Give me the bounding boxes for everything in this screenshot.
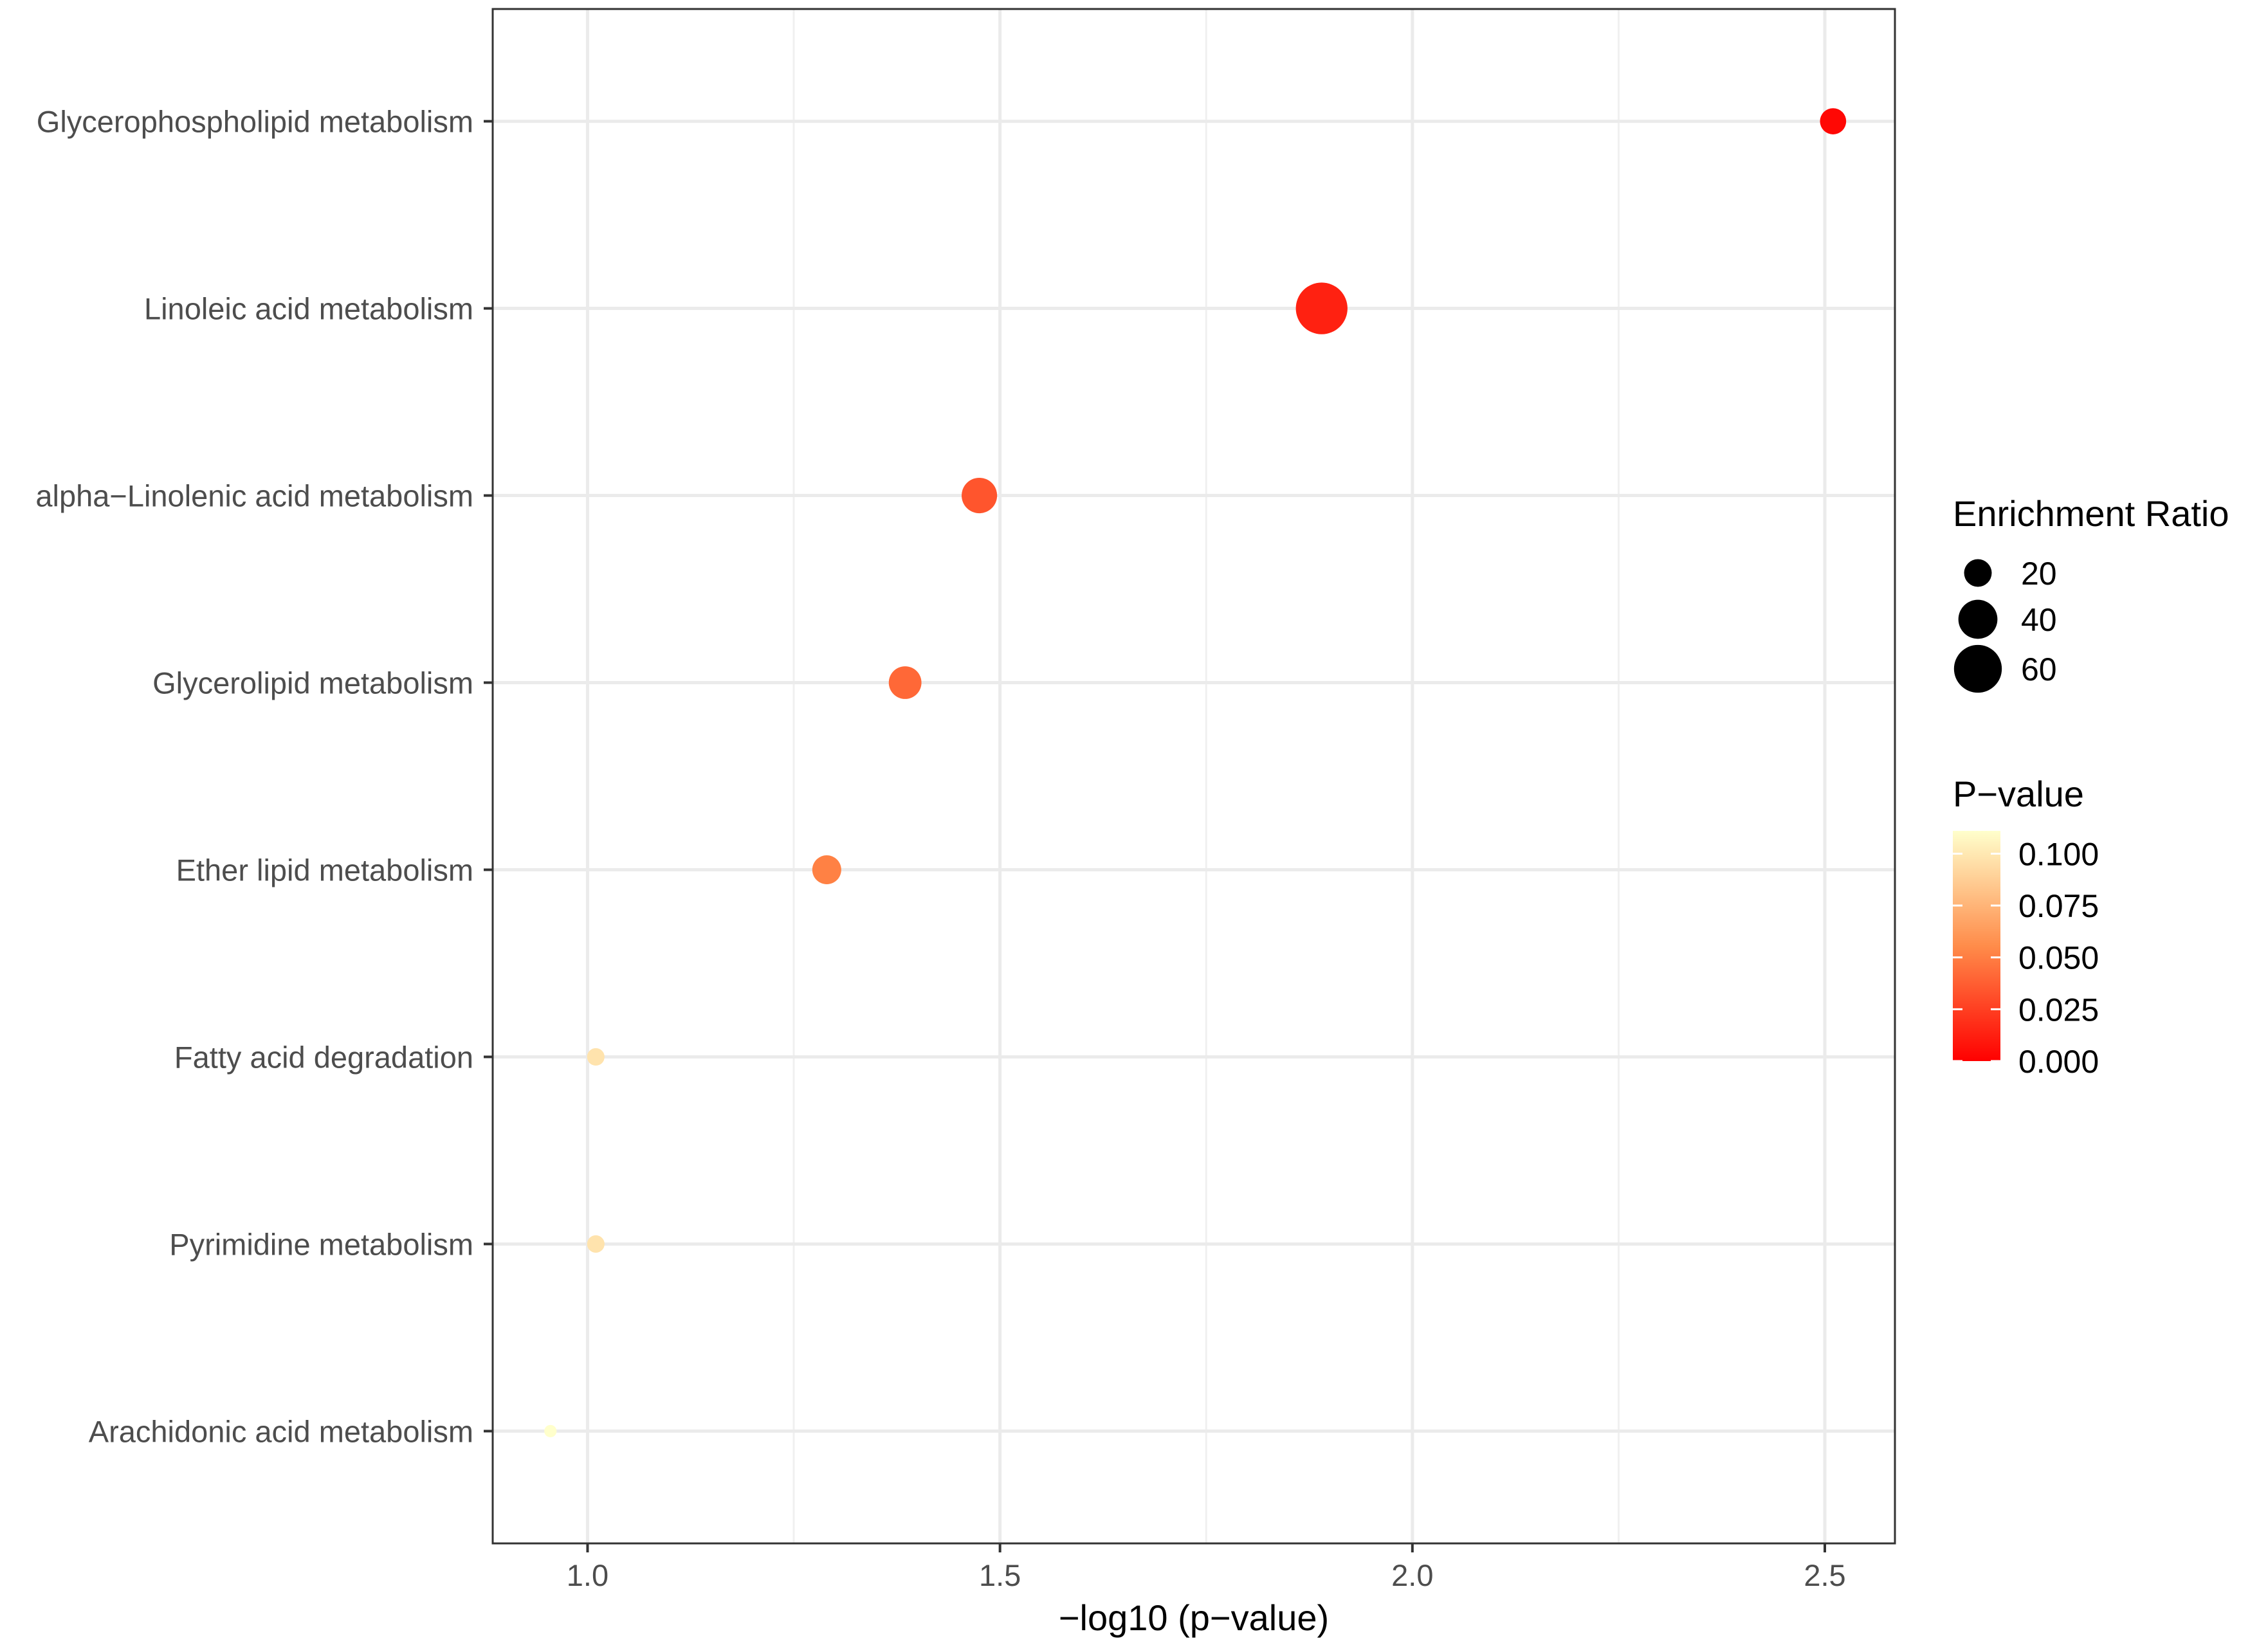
color-legend: P−value 0.100 0.075 0.050 0.025 0.000	[1953, 774, 2099, 1080]
size-legend-key	[1964, 559, 1992, 587]
y-tick-label: Linoleic acid metabolism	[144, 292, 473, 326]
x-tick-label: 1.0	[567, 1558, 608, 1592]
y-axis: Glycerophospholipid metabolism Linoleic a…	[35, 105, 493, 1448]
y-tick-label: Pyrimidine metabolism	[169, 1227, 473, 1261]
y-tick-label: Ether lipid metabolism	[176, 853, 473, 887]
x-tick-label: 2.5	[1804, 1558, 1845, 1592]
size-legend-key	[1958, 599, 1998, 639]
color-legend-label: 0.000	[2018, 1044, 2099, 1080]
size-legend-key	[1953, 644, 2002, 693]
color-bar	[1953, 831, 2000, 1061]
plot-border	[491, 8, 1896, 1545]
data-point	[812, 855, 841, 885]
data-point	[587, 1048, 605, 1066]
color-legend-label: 0.075	[2018, 888, 2099, 924]
grid-lines	[493, 9, 1895, 1543]
y-tick-label: Arachidonic acid metabolism	[89, 1414, 473, 1448]
y-tick-label: Glycerolipid metabolism	[152, 666, 473, 700]
data-point	[1295, 282, 1348, 334]
size-legend-title: Enrichment Ratio	[1953, 493, 2229, 534]
x-tick-label: 1.5	[979, 1558, 1021, 1592]
color-legend-title: P−value	[1953, 774, 2084, 814]
y-tick-label: alpha−Linolenic acid metabolism	[35, 479, 473, 513]
size-legend-label: 60	[2021, 651, 2057, 687]
y-tick-label: Fatty acid degradation	[174, 1040, 473, 1074]
data-point	[962, 477, 998, 514]
size-legend-label: 40	[2021, 602, 2057, 638]
size-legend-label: 20	[2021, 556, 2057, 592]
color-legend-label: 0.100	[2018, 836, 2099, 872]
color-legend-label: 0.025	[2018, 992, 2099, 1028]
x-axis: 1.0 1.5 2.0 2.5	[567, 1543, 1846, 1592]
data-point	[587, 1235, 605, 1253]
data-points	[544, 108, 1847, 1438]
data-point	[888, 666, 922, 699]
data-point	[544, 1424, 557, 1438]
data-point	[1820, 108, 1847, 134]
x-tick-label: 2.0	[1391, 1558, 1433, 1592]
size-legend: Enrichment Ratio 20 40 60	[1953, 493, 2229, 693]
plot-background	[493, 9, 1895, 1543]
color-legend-label: 0.050	[2018, 940, 2099, 976]
x-axis-title: −log10 (p−value)	[1059, 1597, 1329, 1638]
y-tick-label: Glycerophospholipid metabolism	[37, 105, 473, 139]
